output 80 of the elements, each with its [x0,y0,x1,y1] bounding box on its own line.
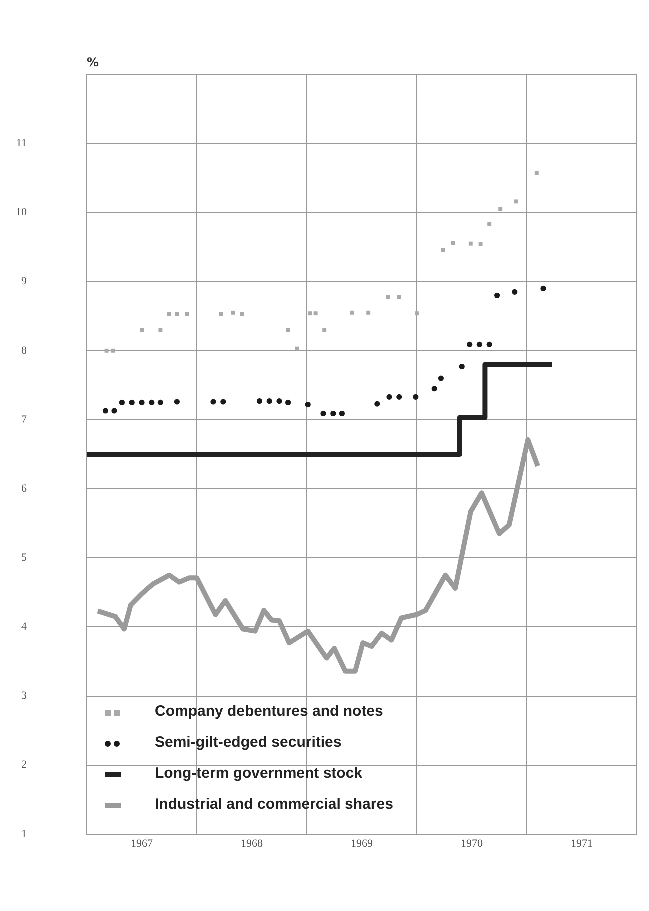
point [129,400,135,406]
y-tick-label: 11 [16,138,27,150]
point [486,342,492,348]
point [415,312,419,316]
point [308,312,312,316]
point [512,289,518,295]
y-tick-label: 7 [22,414,28,426]
point [386,394,392,400]
y-tick-label: 2 [22,759,27,772]
y-tick-label: 6 [22,482,28,495]
legend-label: Semi-gilt-edged securities [155,734,342,752]
point [494,292,500,298]
legend-label: Company debentures and notes [155,703,384,720]
point [488,222,492,226]
point [210,399,216,405]
point [478,242,483,246]
point [231,310,236,315]
point [350,310,354,315]
y-tick-label: 3 [22,690,28,702]
point [158,400,164,406]
point [451,241,456,246]
point [175,312,180,316]
point [459,364,465,370]
point [314,312,318,316]
point [102,408,108,414]
point [413,394,419,400]
point [149,400,155,406]
y-tick-label: 1 [22,828,27,840]
point [119,400,125,406]
point [339,410,345,417]
point [174,399,180,405]
point [104,348,109,353]
point [540,286,546,292]
point [396,394,402,400]
point [139,400,145,406]
point [438,376,444,382]
point [111,348,116,353]
point [286,328,290,332]
point [219,312,224,316]
legend-label: Industrial and commercial shares [155,796,394,814]
point [534,171,539,176]
x-tick-label: 1967 [131,838,154,850]
point [386,295,390,299]
point [366,310,371,315]
y-tick-label: 5 [22,552,28,564]
point [158,328,163,332]
legend-label: Long-term government stock [155,765,363,782]
point [374,401,380,407]
point [305,402,311,408]
y-tick-label: 4 [22,621,28,634]
x-tick-label: 1971 [571,838,593,850]
point [441,248,446,252]
point [276,398,282,404]
point [140,328,144,332]
y-axis-title: % [86,56,100,70]
point [476,342,482,348]
point [498,207,503,212]
point [220,399,226,405]
point [468,242,473,246]
point [467,342,473,348]
point [514,200,518,204]
point [320,410,326,417]
point [397,295,402,299]
point [185,312,190,316]
y-tick-label: 8 [22,344,28,357]
point [295,346,300,351]
point [266,398,272,404]
x-tick-label: 1970 [461,838,484,850]
point [240,312,244,316]
y-tick-label: 10 [16,206,28,219]
point [112,408,118,414]
point [432,386,438,392]
x-tick-label: 1969 [351,838,374,850]
point [168,312,172,316]
x-tick-label: 1968 [241,838,264,850]
y-tick-label: 9 [22,276,28,288]
point [330,410,336,417]
point [322,328,327,332]
point [286,400,292,406]
point [256,398,262,404]
